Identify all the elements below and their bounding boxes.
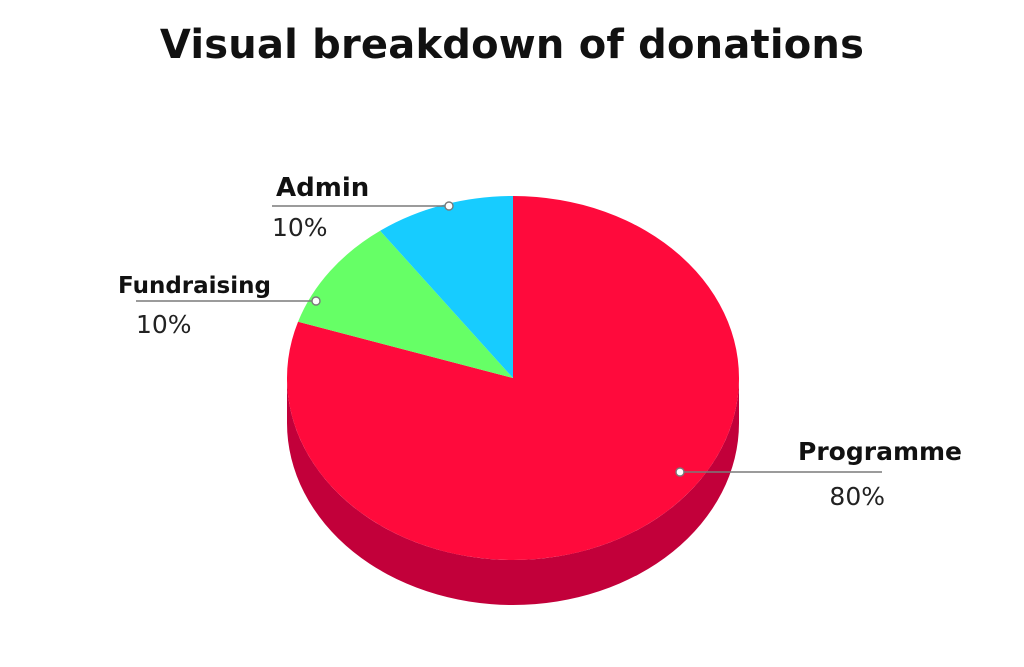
slice-label-fundraising: Fundraising: [118, 273, 271, 299]
slice-value-programme: 80%: [829, 482, 885, 511]
pie-side-layer: [287, 378, 739, 605]
chart-title: Visual breakdown of donations: [159, 22, 865, 68]
pie-label-layer: Programme 80% Fundraising 10% Admin 10%: [118, 173, 962, 511]
slice-label-admin: Admin: [276, 173, 369, 203]
leader-dot-fundraising: [311, 296, 321, 306]
leader-dot-programme: [675, 467, 685, 477]
pie-slice-admin: [380, 196, 513, 378]
slice-value-admin: 10%: [272, 213, 328, 242]
slice-label-programme: Programme: [798, 437, 962, 466]
pie-slice-fundraising: [298, 230, 513, 378]
leader-dot-admin: [444, 201, 454, 211]
pie-top-layer: [287, 196, 739, 560]
pie-side-programme: [287, 378, 739, 605]
slice-value-fundraising: 10%: [136, 310, 192, 339]
